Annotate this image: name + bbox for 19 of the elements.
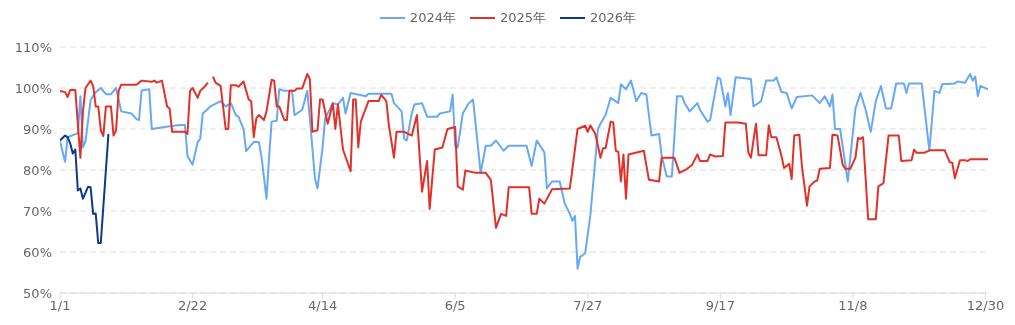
- y-tick-label: 60%: [23, 244, 52, 260]
- x-tick-label: 7/27: [573, 298, 603, 314]
- y-tick-label: 110%: [14, 39, 52, 55]
- y-tick-label: 70%: [23, 203, 52, 219]
- x-tick-label: 6/5: [444, 298, 466, 314]
- y-tick-label: 80%: [23, 162, 52, 178]
- legend-label: 2026年: [590, 9, 637, 27]
- x-tick-label: 11/8: [838, 298, 868, 314]
- y-tick-label: 90%: [23, 121, 52, 137]
- x-tick-label: 12/30: [966, 298, 1005, 314]
- x-tick-label: 1/1: [49, 298, 71, 314]
- line-series: [60, 132, 110, 244]
- x-tick-label: 9/17: [705, 298, 735, 314]
- x-tick-label: 2/22: [177, 298, 208, 314]
- y-tick-label: 50%: [23, 285, 52, 301]
- legend-label: 2024年: [409, 9, 456, 27]
- y-tick-label: 100%: [14, 80, 52, 96]
- legend-label: 2025年: [499, 9, 547, 27]
- x-tick-label: 4/14: [307, 298, 338, 314]
